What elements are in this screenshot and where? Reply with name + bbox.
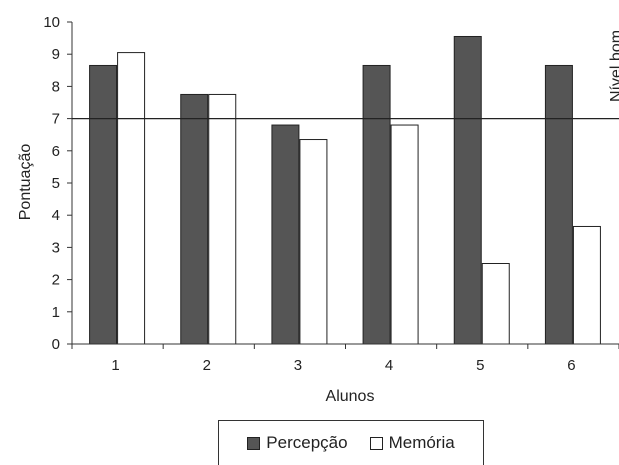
x-axis-ticks: 1 2 3 4 5 6	[71, 344, 619, 374]
x-tick-label: 1	[111, 357, 119, 374]
legend-item-percepcao: Percepção	[247, 433, 348, 453]
y-tick-label: 8	[52, 78, 60, 95]
bar-percepcao	[271, 124, 300, 345]
y-axis-ticks: 0 1 2 3 4 5 6 7 8 9 10	[43, 14, 72, 353]
y-tick-label: 3	[52, 239, 60, 256]
bars	[89, 35, 601, 345]
y-axis-label: Pontuação	[17, 144, 34, 221]
reference-line-label: Nível bom	[608, 30, 619, 102]
bar-percepcao	[180, 93, 209, 345]
legend-label-memoria: Memória	[388, 433, 455, 452]
bar-memoria	[299, 139, 328, 345]
bar-memoria	[117, 52, 146, 345]
legend-swatch-memoria	[369, 436, 383, 450]
legend-label-percepcao: Percepção	[266, 433, 348, 452]
legend: Percepção Memória	[218, 420, 484, 465]
y-tick-label: 4	[52, 207, 60, 224]
bar-percepcao	[362, 64, 391, 345]
bar-percepcao	[453, 35, 482, 345]
x-tick-label: 3	[294, 357, 302, 374]
y-tick-label: 7	[52, 111, 60, 128]
bar-memoria	[481, 263, 510, 345]
legend-swatch-percepcao	[247, 436, 261, 450]
y-tick-label: 0	[52, 336, 60, 353]
x-axis-label: Alunos	[326, 388, 375, 405]
bar-memoria	[208, 93, 237, 345]
bar-memoria	[390, 124, 419, 345]
bar-memoria	[572, 225, 601, 345]
y-tick-label: 1	[52, 304, 60, 321]
y-tick-label: 9	[52, 46, 60, 63]
y-tick-label: 5	[52, 175, 60, 192]
bar-chart: 0 1 2 3 4 5 6 7 8 9 10 1 2 3 4 5 6 Nível bom Alunos Pon…	[17, 14, 619, 405]
bar-percepcao	[544, 64, 573, 345]
bar-percepcao	[89, 64, 118, 345]
x-tick-label: 5	[476, 357, 484, 374]
x-tick-label: 4	[385, 357, 393, 374]
y-tick-label: 6	[52, 143, 60, 160]
y-tick-label: 2	[52, 272, 60, 289]
legend-item-memoria: Memória	[369, 433, 455, 453]
x-tick-label: 6	[567, 357, 575, 374]
y-tick-label: 10	[43, 14, 60, 31]
x-tick-label: 2	[203, 357, 211, 374]
